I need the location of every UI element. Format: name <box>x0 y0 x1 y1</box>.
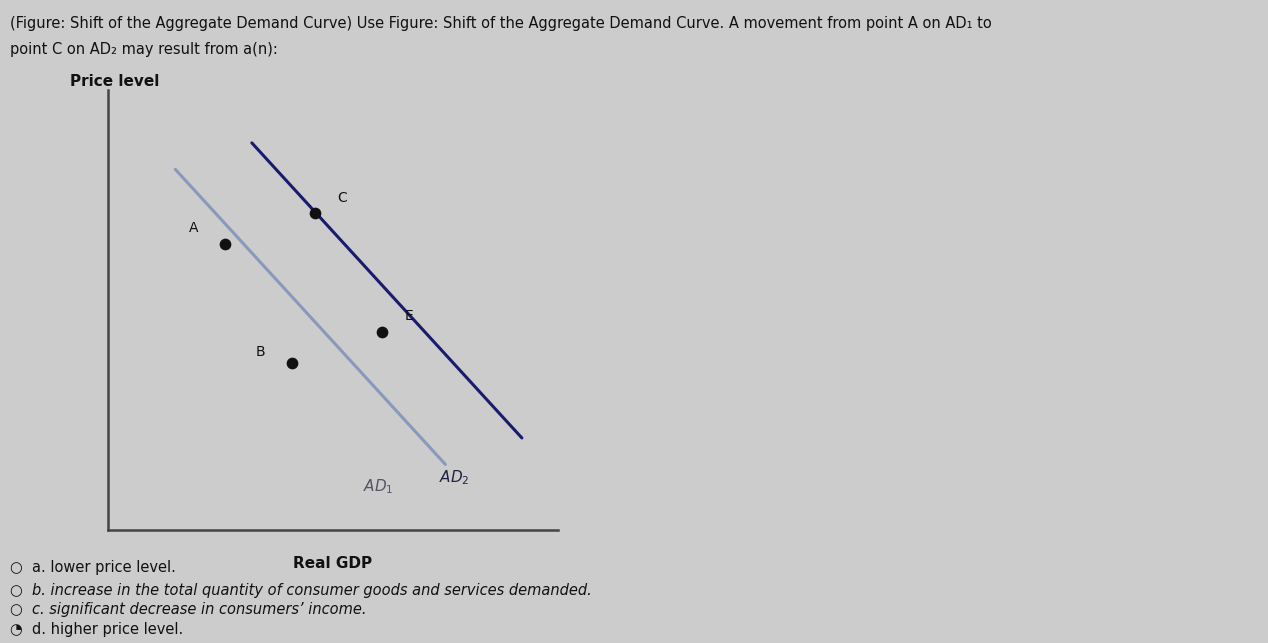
Text: ○  a. lower price level.: ○ a. lower price level. <box>10 561 176 575</box>
Point <box>214 239 235 249</box>
Point <box>373 327 393 338</box>
Text: ○  c. significant decrease in consumers’ income.: ○ c. significant decrease in consumers’ … <box>10 602 366 617</box>
Text: C: C <box>337 190 346 204</box>
Text: point C on AD₂ may result from a(n):: point C on AD₂ may result from a(n): <box>10 42 278 57</box>
Text: $AD_2$: $AD_2$ <box>439 468 469 487</box>
Text: ○  b. increase in the total quantity of consumer goods and services demanded.: ○ b. increase in the total quantity of c… <box>10 583 592 598</box>
Text: Price level: Price level <box>70 74 158 89</box>
Text: Real GDP: Real GDP <box>293 556 373 571</box>
Text: A: A <box>189 221 198 235</box>
Text: $AD_1$: $AD_1$ <box>363 477 393 496</box>
Text: E: E <box>404 309 413 323</box>
Text: (Figure: Shift of the Aggregate Demand Curve) Use Figure: Shift of the Aggregate: (Figure: Shift of the Aggregate Demand C… <box>10 16 992 31</box>
Text: B: B <box>256 345 265 359</box>
Text: ◔  d. higher price level.: ◔ d. higher price level. <box>10 622 184 637</box>
Point <box>283 358 303 368</box>
Point <box>304 208 325 219</box>
